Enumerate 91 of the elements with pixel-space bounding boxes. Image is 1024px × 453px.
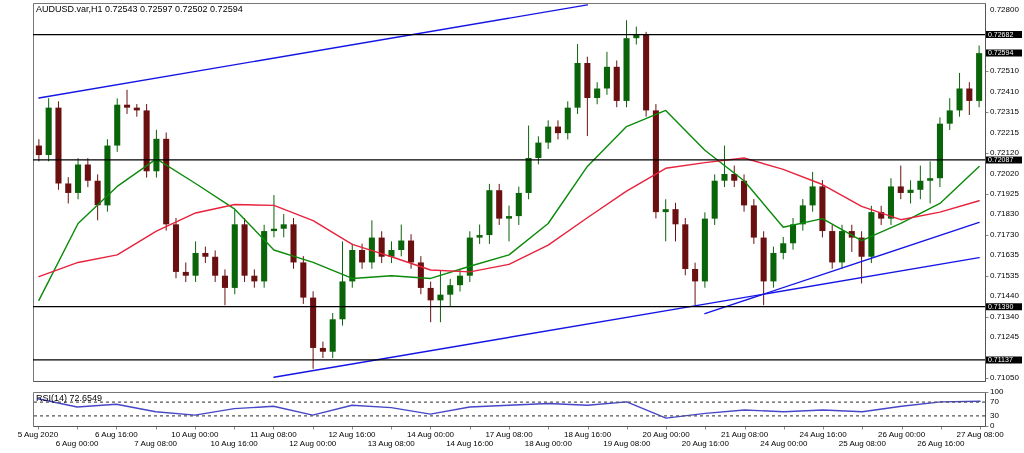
x-tick-label: 19 Aug 08:00	[603, 439, 651, 448]
x-tick-label: 14 Aug 00:00	[406, 430, 455, 439]
x-tick-label: 12 Aug 00:00	[289, 439, 337, 448]
y-tick-label: 0.71925	[990, 189, 1020, 198]
candlestick	[603, 51, 610, 96]
candlestick	[427, 281, 434, 323]
candlestick	[731, 165, 738, 188]
y-tick-label: 0.72800	[990, 4, 1020, 14]
candlestick	[917, 165, 924, 200]
x-tick-label: 14 Aug 16:00	[446, 439, 494, 448]
candlestick	[280, 213, 287, 238]
candlestick	[408, 233, 415, 270]
x-tick-label: 26 Aug 16:00	[917, 439, 965, 448]
candlestick	[212, 249, 219, 283]
x-tick-label: 10 Aug 00:00	[171, 430, 220, 439]
candlestick	[672, 202, 679, 242]
chart-title: AUDUSD.var,H1 0.72543 0.72597 0.72502 0.72594	[36, 4, 243, 14]
candlestick	[456, 268, 464, 292]
y-tick-label: 0.72020	[990, 168, 1020, 178]
candlestick	[662, 198, 669, 242]
candlestick	[780, 236, 787, 260]
candlestick	[799, 198, 806, 232]
y-tick-label: 0.71535	[990, 271, 1020, 281]
candlestick	[359, 243, 366, 270]
x-tick-label: 27 Aug 08:00	[956, 430, 1005, 439]
candlestick	[319, 341, 326, 359]
candlestick	[515, 186, 522, 226]
candlestick	[790, 217, 797, 251]
y-tick-label: 0.71050	[990, 373, 1020, 383]
candlestick	[721, 145, 728, 188]
y-tick-label: 0.71730	[990, 230, 1020, 240]
y-tick-label: 0.72510	[990, 65, 1020, 75]
candlestick	[956, 72, 963, 118]
candlestick	[84, 157, 91, 188]
candlestick	[809, 171, 816, 213]
chart-title: RSI(14) 72.6549	[36, 393, 103, 403]
candlestick	[447, 278, 454, 308]
y-tick-label: 0.72315	[990, 106, 1020, 116]
y-tick-label: 100	[990, 387, 1004, 396]
candlestick	[858, 230, 865, 284]
x-tick-label: 24 Aug 00:00	[760, 439, 808, 448]
y-tick-label: 70	[990, 397, 1000, 407]
y-tick-label: 0	[990, 421, 995, 430]
y-tick-label: 0.72215	[990, 127, 1020, 137]
line-series	[38, 157, 980, 278]
x-tick-label: 18 Aug 00:00	[524, 439, 573, 448]
line-series	[38, 109, 980, 302]
y-tick-label: 0.71440	[990, 291, 1020, 301]
x-tick-label: 6 Aug 00:00	[55, 439, 100, 448]
x-tick-label: 21 Aug 08:00	[720, 430, 769, 439]
x-tick-label: 18 Aug 16:00	[563, 430, 612, 439]
x-tick-label: 10 Aug 16:00	[210, 439, 259, 448]
x-tick-label: 17 Aug 08:00	[485, 430, 534, 439]
x-tick-label: 5 Aug 2020	[17, 430, 59, 439]
candlestick	[897, 165, 904, 200]
y-tick-label: 0.72120	[990, 147, 1020, 157]
candlestick	[535, 135, 542, 165]
candlestick	[966, 81, 973, 116]
x-tick-label: 7 Aug 08:00	[134, 439, 178, 448]
candlestick	[946, 97, 953, 131]
candlestick	[388, 240, 395, 264]
candlestick	[692, 262, 699, 306]
y-tick-label: 0.71635	[990, 250, 1020, 260]
y-tick-label: 0.71340	[990, 312, 1020, 322]
x-tick-label: 26 Aug 00:00	[878, 430, 926, 439]
x-tick-label: 13 Aug 08:00	[367, 439, 416, 448]
x-tick-label: 11 Aug 08:00	[250, 430, 298, 439]
y-tick-label: 0.72410	[990, 86, 1020, 96]
candlestick	[554, 119, 562, 140]
x-tick-label: 12 Aug 16:00	[328, 430, 377, 439]
candlestick	[594, 81, 601, 105]
y-tick-label: 0.71830	[990, 209, 1020, 219]
x-tick-label: 6 Aug 16:00	[95, 430, 139, 439]
candlestick	[505, 205, 513, 242]
candlestick	[907, 179, 914, 204]
candlestick	[221, 268, 228, 306]
x-tick-label: 25 Aug 08:00	[838, 439, 887, 448]
y-tick-label: 0.71245	[990, 332, 1020, 342]
candlestick	[192, 240, 199, 283]
x-tick-label: 20 Aug 00:00	[642, 430, 691, 439]
candlestick	[378, 230, 385, 264]
candlestick	[545, 119, 552, 150]
y-tick-label: 30	[990, 410, 1000, 420]
x-tick-label: 24 Aug 16:00	[799, 430, 848, 439]
candlestick	[927, 160, 934, 204]
candlestick	[398, 224, 405, 257]
x-tick-label: 20 Aug 16:00	[681, 439, 730, 448]
candlestick	[476, 224, 483, 245]
candlestick	[65, 176, 72, 204]
candlestick	[182, 261, 189, 283]
candlestick	[123, 89, 131, 115]
